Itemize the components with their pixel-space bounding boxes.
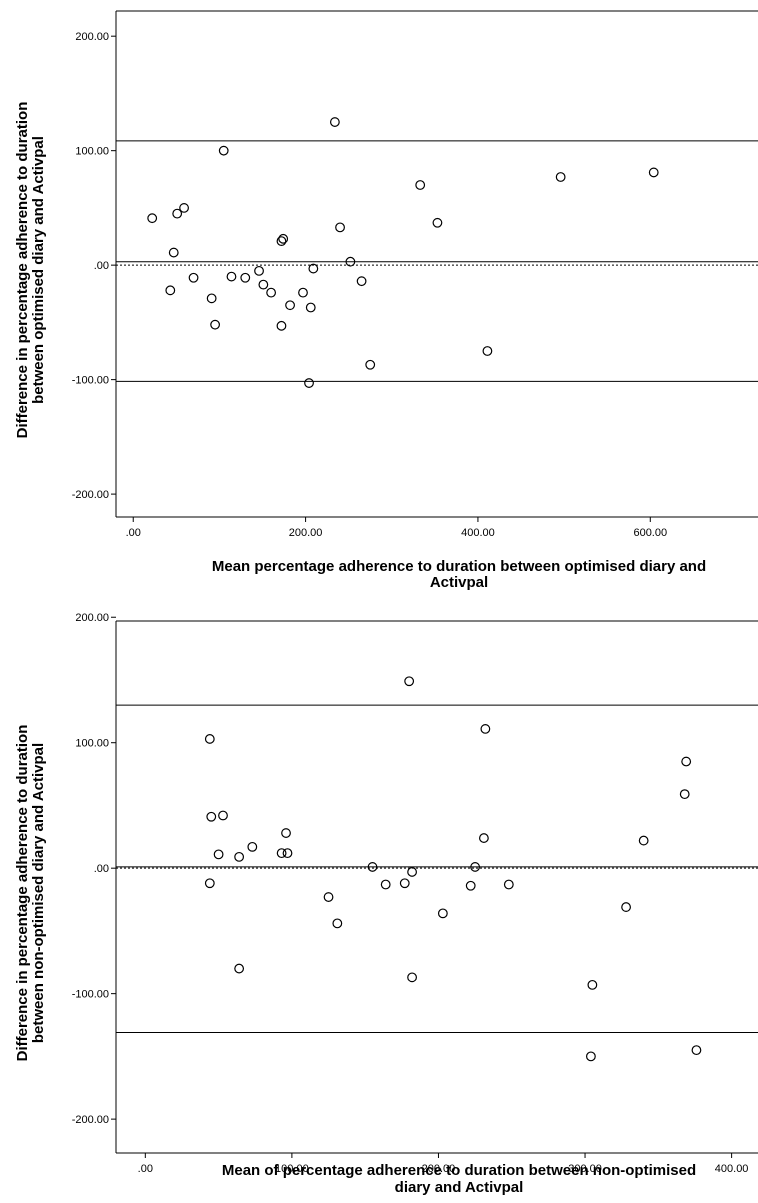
x-axis-title: Mean of percentage adherence to duration…	[222, 1162, 696, 1179]
data-point	[276, 848, 287, 859]
x-tick-label: 400.00	[461, 527, 495, 539]
data-point	[298, 287, 308, 298]
x-tick-label: 100.00	[275, 1163, 309, 1175]
data-point	[335, 222, 345, 233]
data-point	[415, 180, 426, 190]
y-axis-title: between optimised diary and Activpal	[30, 136, 47, 404]
data-point	[276, 320, 287, 331]
data-point	[234, 851, 245, 862]
x-tick-label: .00	[138, 1163, 153, 1175]
y-tick-label: -100.00	[72, 989, 109, 1001]
data-point	[218, 810, 228, 821]
data-point	[234, 963, 245, 974]
x-tick-label: 200.00	[289, 527, 323, 539]
y-tick-label: 100.00	[75, 738, 109, 750]
data-point	[404, 676, 415, 687]
y-axis-title: Difference in percentage adherence to du…	[14, 102, 31, 439]
data-point	[165, 285, 176, 296]
data-point	[356, 276, 367, 287]
data-point	[204, 878, 215, 889]
y-tick-label: .00	[94, 260, 109, 272]
data-point	[503, 879, 514, 890]
data-point	[305, 302, 316, 313]
data-point	[332, 918, 343, 929]
y-axis-title: Difference in percentage adherence to du…	[14, 725, 31, 1062]
data-point	[285, 300, 295, 311]
y-axis-title: between non-optimised diary and Activpal	[30, 743, 47, 1043]
x-axis-title: Activpal	[430, 574, 488, 591]
data-point	[437, 908, 448, 919]
data-point	[679, 789, 690, 800]
y-tick-label: .00	[94, 863, 109, 875]
data-point	[329, 117, 340, 127]
data-point	[407, 867, 417, 877]
data-point	[308, 263, 319, 274]
data-point	[218, 145, 229, 156]
data-point	[367, 862, 378, 872]
x-tick-label: 400.00	[715, 1163, 749, 1175]
data-point	[206, 293, 217, 304]
data-point	[380, 879, 391, 890]
data-point	[365, 359, 376, 370]
data-point	[179, 203, 189, 213]
data-point	[648, 167, 659, 178]
y-tick-label: 200.00	[75, 612, 109, 624]
data-point	[621, 902, 631, 912]
data-point	[323, 892, 334, 902]
data-point	[345, 256, 356, 267]
data-point	[465, 880, 476, 891]
data-point	[147, 213, 158, 224]
data-point	[480, 724, 491, 734]
data-point	[278, 233, 289, 244]
data-point	[479, 833, 489, 843]
data-point	[281, 828, 291, 838]
data-point	[258, 279, 269, 290]
data-point	[213, 849, 224, 860]
data-point	[210, 319, 221, 330]
data-point	[226, 271, 237, 282]
data-point	[276, 236, 287, 247]
data-point	[587, 979, 598, 990]
data-point	[247, 841, 258, 852]
x-axis-title: diary and Activpal	[395, 1179, 524, 1196]
data-point	[432, 217, 443, 228]
data-point	[638, 835, 649, 846]
data-point	[172, 208, 183, 219]
data-point	[204, 734, 215, 744]
data-point	[586, 1051, 596, 1062]
y-tick-label: 100.00	[75, 146, 109, 158]
data-point	[240, 272, 251, 283]
data-point	[555, 172, 566, 182]
y-tick-label: -200.00	[72, 489, 109, 501]
data-point	[681, 756, 692, 767]
x-axis-title: Mean percentage adherence to duration be…	[212, 558, 706, 575]
data-point	[188, 272, 199, 283]
y-tick-label: -100.00	[72, 375, 109, 387]
data-point	[168, 247, 179, 258]
x-tick-label: 200.00	[422, 1163, 456, 1175]
bland-altman-plot-optimised: 200.00 100.00 .00 -100.00 -200.00 .00 200.00 40…	[14, 10, 758, 591]
data-point	[691, 1045, 702, 1056]
x-tick-label: .00	[126, 527, 141, 539]
data-point	[266, 287, 277, 298]
y-tick-label: 200.00	[75, 31, 109, 43]
data-point	[254, 265, 264, 276]
data-point	[304, 378, 314, 388]
y-tick-label: -200.00	[72, 1114, 109, 1126]
data-point	[407, 972, 417, 983]
data-point	[206, 811, 217, 822]
data-point	[470, 862, 481, 872]
bland-altman-plot-non-optimised: 200.00 100.00 .00 -100.00 -200.00 .00 100.00 20…	[14, 612, 758, 1196]
data-point	[282, 848, 293, 859]
x-tick-label: 600.00	[633, 527, 667, 539]
data-point	[399, 878, 410, 889]
x-tick-label: 300.00	[568, 1163, 602, 1175]
data-point	[482, 346, 493, 356]
